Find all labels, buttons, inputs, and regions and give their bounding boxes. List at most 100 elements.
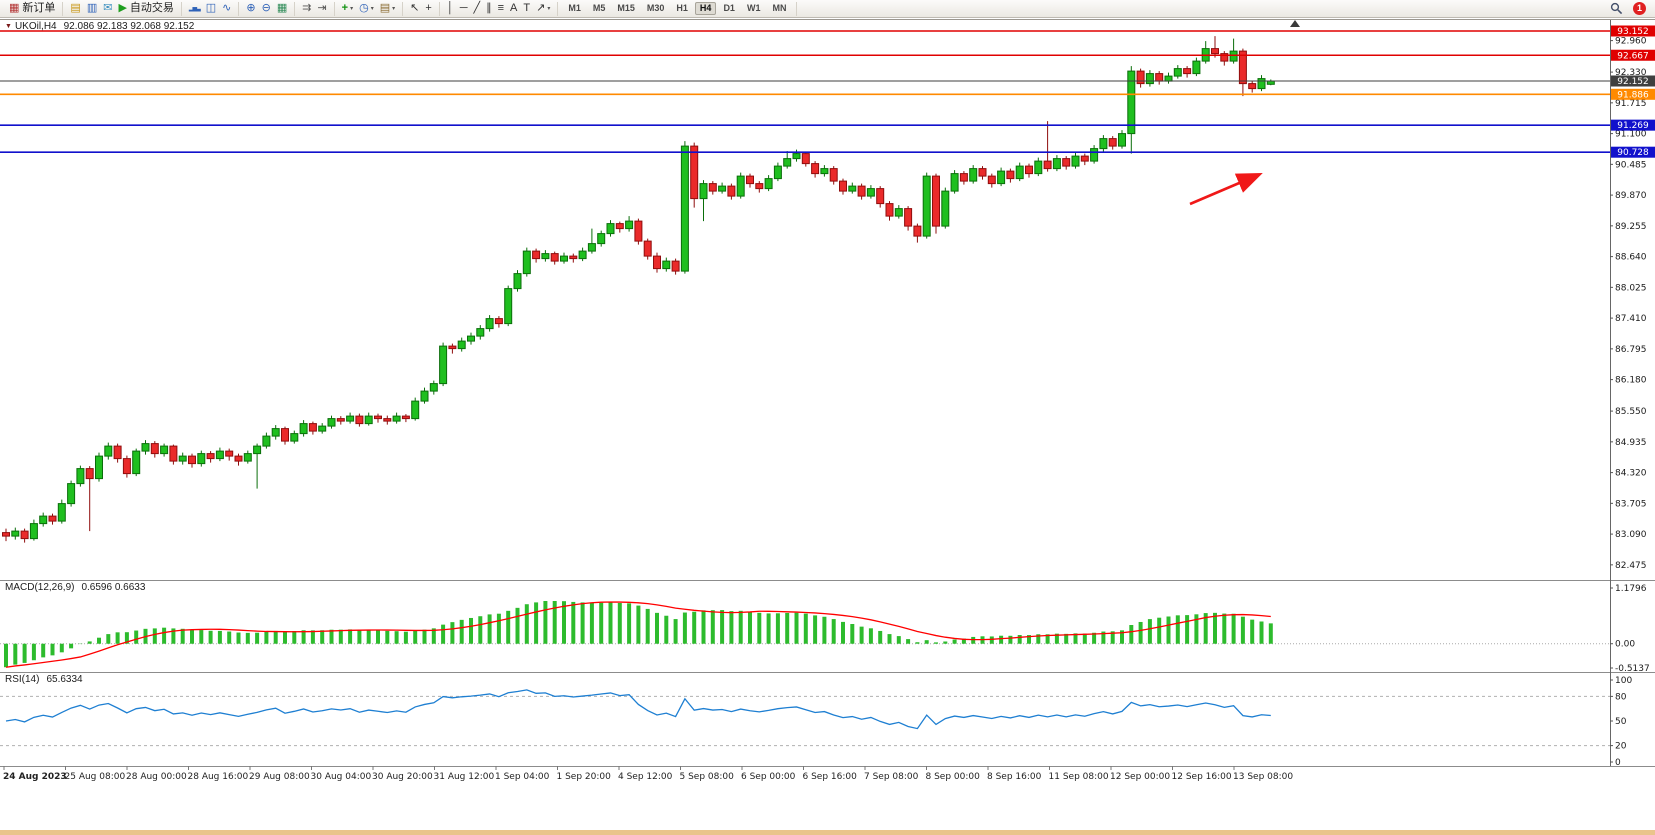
label-icon[interactable]: T: [520, 1, 533, 17]
candle: [206, 451, 215, 463]
date-label: 11 Sep 08:00: [1049, 772, 1109, 782]
arrows-icon[interactable]: ↗ ▾: [533, 1, 553, 17]
cursor-icon[interactable]: ↖: [407, 1, 422, 17]
candle: [132, 448, 141, 477]
chart-shift-marker-icon[interactable]: [1290, 20, 1300, 27]
candle: [420, 387, 429, 404]
chart-shift-icon[interactable]: ⇥: [314, 1, 329, 17]
messages-icon[interactable]: ✉: [100, 1, 115, 17]
date-label: 12 Sep 16:00: [1172, 772, 1232, 782]
candle: [1145, 70, 1154, 87]
candle: [578, 247, 587, 262]
timeframe-mn-button[interactable]: MN: [772, 3, 787, 13]
toolbar-group-scroll: ⇉ ⇥: [295, 1, 335, 17]
candle: [1062, 156, 1071, 170]
svg-text:90.728: 90.728: [1617, 148, 1649, 158]
candle: [57, 499, 66, 524]
date-label: 30 Aug 20:00: [372, 772, 433, 782]
tile-windows-icon[interactable]: ▦: [274, 1, 290, 17]
date-label: 5 Sep 08:00: [680, 772, 735, 782]
candle: [1043, 121, 1052, 172]
macd-values: 0.6596 0.6633: [81, 582, 146, 593]
svg-text:92.667: 92.667: [1617, 51, 1649, 61]
price-tick-label: 87.410: [1615, 314, 1647, 324]
toolbar-group-chart-types: ▂▅▃ ◫ ∿: [182, 1, 240, 17]
price-tick-label: 82.475: [1615, 561, 1647, 571]
price-badge: 92.152: [1611, 75, 1655, 87]
candle: [1201, 41, 1210, 64]
annotation-arrow[interactable]: [1189, 172, 1263, 206]
price-tick-label: 88.025: [1615, 283, 1647, 293]
new-order-icon: ▦: [9, 2, 20, 14]
chevron-down-icon: ▾: [370, 6, 374, 12]
auto-scroll-icon[interactable]: ⇉: [299, 1, 314, 17]
time-axis[interactable]: [0, 766, 1610, 790]
candle: [1108, 136, 1117, 150]
candle: [85, 466, 94, 532]
rsi-line: [5, 689, 1271, 730]
timeframe-w1-button[interactable]: W1: [746, 3, 761, 13]
candle: [346, 412, 355, 424]
clock-icon: ◷: [359, 2, 369, 14]
price-tick-label: 86.795: [1615, 345, 1647, 355]
zoom-in-icon[interactable]: ⊕: [243, 1, 258, 17]
candle: [76, 465, 85, 487]
date-label: 6 Sep 00:00: [741, 772, 796, 782]
horizontal-line-icon[interactable]: ─: [457, 1, 471, 17]
toolbar-group-pointer: ↖ +: [403, 1, 440, 17]
toolbar-groups: ▦ 新订单 ▤ ▥ ✉ ▶ 自动交易 ▂▅▃ ◫ ∿ ⊕ ⊖ ▦ ⇉ ⇥ + ▾ ◷ ▾ ▤ ▾ ↖ + │ ─ ╱ ∥ ≡ A T ↗ ▾ M…: [2, 0, 798, 17]
candlestick-chart-icon[interactable]: ◫: [203, 1, 219, 17]
timeframe-m30-button[interactable]: M30: [646, 3, 665, 13]
timeframe-m5-button[interactable]: M5: [592, 3, 606, 13]
date-label: 28 Aug 16:00: [188, 772, 249, 782]
bottom-scrollbar[interactable]: [0, 830, 1655, 835]
candle: [541, 250, 550, 262]
candle: [811, 161, 820, 178]
market-watch-icon[interactable]: ▥: [84, 1, 100, 17]
line-chart-icon[interactable]: ∿: [219, 1, 234, 17]
timeframe-m1-button[interactable]: M1: [568, 3, 581, 13]
indicators-button[interactable]: + ▾: [339, 1, 356, 17]
date-label: 29 Aug 08:00: [249, 772, 310, 782]
price-tick-label: 89.255: [1615, 222, 1647, 232]
chevron-down-icon: ▾: [392, 6, 396, 12]
new-order-button[interactable]: ▦ 新订单: [6, 1, 58, 17]
candlestick-chart-icon: ◫: [205, 2, 217, 14]
svg-text:93.152: 93.152: [1617, 27, 1649, 37]
candle: [1238, 48, 1247, 97]
bar-chart-icon[interactable]: ▂▅▃: [186, 1, 203, 17]
chevron-down-icon: ▾: [350, 6, 354, 12]
timeframe-h1-button[interactable]: H1: [676, 3, 688, 13]
price-tick-label: 91.100: [1615, 130, 1647, 140]
channel-icon[interactable]: ∥: [483, 1, 495, 17]
candle: [1211, 36, 1219, 58]
trendline-icon[interactable]: ╱: [470, 1, 483, 17]
vertical-line-icon[interactable]: │: [444, 1, 457, 17]
candle: [764, 175, 773, 192]
fibonacci-icon[interactable]: ≡: [495, 1, 507, 17]
date-label: 13 Sep 08:00: [1233, 772, 1293, 782]
search-button[interactable]: [1607, 1, 1626, 17]
timeframe-h4-button[interactable]: H4: [694, 2, 717, 15]
zoom-out-icon[interactable]: ⊖: [259, 1, 274, 17]
auto-trading-button[interactable]: ▶ 自动交易: [115, 1, 176, 17]
timeframe-m15-button[interactable]: M15: [617, 3, 635, 13]
timeframe-d1-button[interactable]: D1: [723, 3, 735, 13]
notification-badge[interactable]: 1: [1633, 2, 1646, 15]
charts-icon[interactable]: ▤: [67, 1, 83, 17]
price-axis[interactable]: [1610, 20, 1655, 766]
candle: [727, 183, 736, 200]
candle: [281, 426, 289, 445]
text-icon[interactable]: A: [507, 1, 520, 17]
crosshair-icon[interactable]: +: [422, 1, 434, 17]
messages-icon: ✉: [103, 2, 113, 14]
candle: [1080, 153, 1089, 166]
candle: [113, 443, 122, 463]
candle: [1025, 163, 1033, 178]
candle: [160, 443, 169, 457]
templates-button[interactable]: ▤ ▾: [377, 1, 398, 17]
periods-button[interactable]: ◷ ▾: [356, 1, 377, 17]
candle: [1164, 72, 1173, 84]
candle: [550, 251, 559, 265]
